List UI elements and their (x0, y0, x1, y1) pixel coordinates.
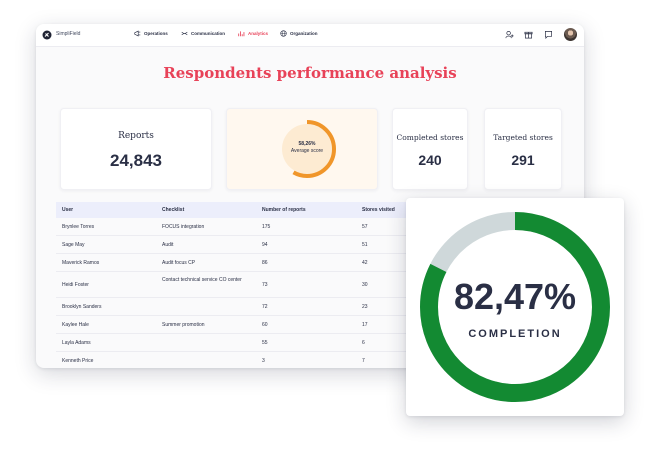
average-score-donut (278, 120, 336, 178)
cell-reports: 175 (262, 224, 271, 230)
nav-organization-label: Organization (290, 31, 318, 36)
nav-organization[interactable]: Organization (280, 30, 318, 37)
completion-donut (420, 212, 610, 402)
completion-arc (420, 212, 610, 402)
nav-communication-label: Communication (191, 31, 226, 36)
cell-checklist: Audit focus CP (162, 260, 196, 266)
gift-icon[interactable] (524, 30, 533, 39)
cell-reports: 94 (262, 242, 268, 248)
table-row[interactable]: Kaylee Hale Summer promotion 60 17 (56, 316, 556, 334)
cell-reports: 3 (262, 358, 265, 364)
cell-checklist: Audit (162, 242, 174, 248)
top-navigation-bar: SimpliField Operations Communication Ana… (36, 24, 584, 47)
average-score-value: 58,26% (298, 141, 316, 147)
cell-user: Layla Adams (62, 340, 91, 346)
average-score-label: Average score (290, 147, 324, 154)
cell-stores: 23 (362, 304, 368, 310)
cell-stores: 51 (362, 242, 368, 248)
completed-stores-label: Completed stores (396, 133, 464, 142)
cell-reports: 86 (262, 260, 268, 266)
brand-logo-icon[interactable] (42, 30, 52, 40)
cell-checklist: Summer promotion (162, 322, 205, 328)
reports-label: Reports (118, 131, 154, 141)
table-row[interactable]: Maverick Ramos Audit focus CP 86 42 (56, 254, 556, 272)
targeted-stores-value: 291 (511, 152, 535, 168)
arrows-icon (181, 31, 188, 36)
cell-reports: 60 (262, 322, 268, 328)
completion-label: COMPLETION (468, 328, 562, 340)
cell-user: Kaylee Hale (62, 322, 89, 328)
cell-stores: 30 (362, 282, 368, 288)
header-user[interactable]: User (62, 207, 74, 213)
table-row[interactable]: Brooklyn Sanders 72 23 (56, 298, 556, 316)
cell-reports: 72 (262, 304, 268, 310)
cell-stores: 57 (362, 224, 368, 230)
cell-reports: 55 (262, 340, 268, 346)
cell-user: Brooklyn Sanders (62, 304, 102, 310)
header-number-of-reports[interactable]: Number of reports (262, 207, 306, 213)
reports-card: Reports 24,843 (60, 108, 212, 190)
cell-user: Sage May (62, 242, 85, 248)
average-score-arc (278, 120, 336, 178)
cell-stores: 17 (362, 322, 368, 328)
cell-stores: 42 (362, 260, 368, 266)
chart-icon (238, 31, 245, 37)
cell-stores: 7 (362, 358, 365, 364)
megaphone-icon (134, 30, 141, 37)
table-row[interactable]: Layla Adams 55 6 (56, 334, 556, 352)
header-stores-visited[interactable]: Stores visited (362, 207, 395, 213)
globe-icon (280, 30, 287, 37)
brand-name: SimpliField (56, 31, 81, 37)
chat-icon[interactable] (544, 30, 553, 39)
nav-operations-label: Operations (144, 31, 168, 36)
completion-card: 82,47% COMPLETION (406, 198, 624, 416)
cell-user: Heidi Foster (62, 282, 89, 288)
targeted-stores-card: Targeted stores 291 (484, 108, 562, 190)
cell-user: Maverick Ramos (62, 260, 100, 266)
user-icon[interactable] (505, 30, 514, 39)
table-row[interactable]: Brynlee Torres FOCUS integration 175 57 (56, 218, 556, 236)
nav-operations[interactable]: Operations (134, 30, 168, 37)
cell-reports: 73 (262, 282, 268, 288)
cell-user: Brynlee Torres (62, 224, 95, 230)
average-score-text: 58,26% Average score (277, 141, 337, 154)
cell-user: Kenneth Price (62, 358, 94, 364)
completed-stores-value: 240 (418, 152, 442, 168)
cell-checklist: FOCUS integration (162, 224, 205, 230)
nav-analytics-label: Analytics (248, 31, 269, 36)
avatar[interactable] (564, 28, 577, 41)
nav-analytics[interactable]: Analytics (238, 30, 268, 37)
completed-stores-card: Completed stores 240 (392, 108, 468, 190)
app-window: SimpliField Operations Communication Ana… (36, 24, 584, 368)
cell-checklist: Contact technical service CO center (162, 277, 242, 283)
page-title: Respondents performance analysis (163, 64, 457, 82)
nav-communication[interactable]: Communication (181, 30, 225, 37)
cell-stores: 6 (362, 340, 365, 346)
table-row[interactable]: Heidi Foster Contact technical service C… (56, 272, 556, 298)
average-score-card: 58,26% Average score (226, 108, 378, 190)
table-row[interactable]: Sage May Audit 94 51 (56, 236, 556, 254)
table-row[interactable]: Kenneth Price 3 7 (56, 352, 556, 368)
header-checklist[interactable]: Checklist (162, 207, 185, 213)
targeted-stores-label: Targeted stores (493, 133, 553, 142)
reports-value: 24,843 (110, 151, 162, 170)
completion-value: 82,47% (453, 276, 577, 317)
